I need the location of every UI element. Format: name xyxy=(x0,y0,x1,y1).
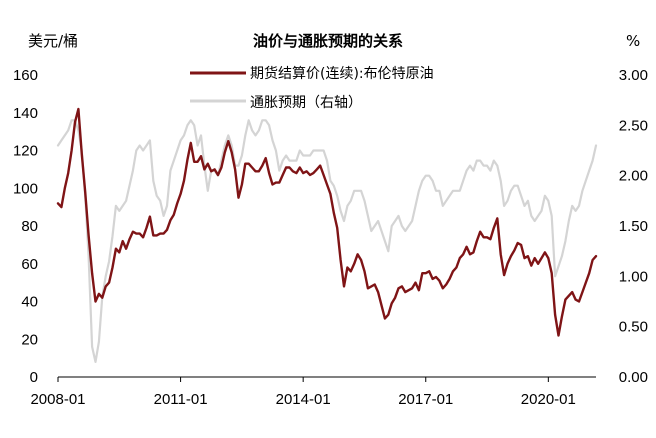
x-tick-label: 2011-01 xyxy=(154,391,208,408)
left-tick-label: 80 xyxy=(21,218,38,235)
left-tick-label: 40 xyxy=(21,294,38,311)
left-tick-label: 100 xyxy=(13,180,38,197)
right-axis-ticks: 0.00 0.50 1.00 1.50 2.00 2.50 3.00 xyxy=(619,67,648,386)
left-tick-label: 0 xyxy=(30,369,38,386)
inflation-expectation-line xyxy=(56,119,598,363)
left-tick-label: 20 xyxy=(21,331,38,348)
right-tick-label: 0.50 xyxy=(619,319,648,336)
right-tick-label: 0.00 xyxy=(619,369,648,386)
right-tick-label: 2.00 xyxy=(619,168,648,185)
x-tick-label: 2014-01 xyxy=(276,391,331,408)
right-axis-unit: % xyxy=(626,32,640,50)
legend-label-brent: 期货结算价(连续):布伦特原油 xyxy=(250,65,434,82)
right-tick-label: 1.00 xyxy=(619,268,648,285)
series-layer xyxy=(56,107,598,363)
left-tick-label: 120 xyxy=(13,143,38,160)
legend-label-inflation: 通胀预期（右轴） xyxy=(250,95,362,111)
right-tick-label: 2.50 xyxy=(619,117,648,134)
right-tick-label: 1.50 xyxy=(619,218,648,235)
left-axis-ticks: 0 20 40 60 80 100 120 140 160 xyxy=(13,67,38,386)
brent-crude-line xyxy=(56,107,598,337)
x-tick-label: 2008-01 xyxy=(30,391,85,408)
x-tick-label: 2017-01 xyxy=(398,391,453,408)
x-tick-label: 2020-01 xyxy=(521,391,576,408)
chart-title: 油价与通胀预期的关系 xyxy=(253,32,403,50)
left-tick-label: 60 xyxy=(21,256,38,273)
legend: 期货结算价(连续):布伦特原油 通胀预期（右轴） xyxy=(190,65,434,111)
right-tick-label: 3.00 xyxy=(619,67,648,84)
left-axis-unit: 美元/桶 xyxy=(28,32,78,50)
x-axis-ticks: 2008-01 2011-01 2014-01 2017-01 2020-01 xyxy=(30,377,576,408)
left-tick-label: 160 xyxy=(13,67,38,84)
left-tick-label: 140 xyxy=(13,105,38,122)
